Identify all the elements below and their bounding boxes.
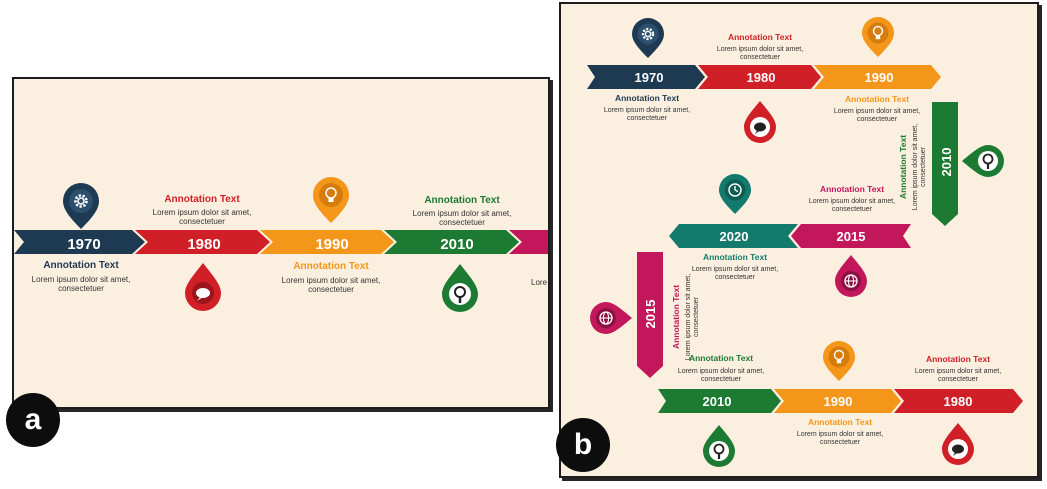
annotation-1970-line2: consectetuer — [58, 284, 104, 293]
b-annotation-1970-line2: consectetuer — [627, 115, 668, 122]
b-annotation-1990b-line1: Lorem ipsum dolor sit amet, — [797, 431, 883, 438]
b-annotation-2010v-line2: consectetuer — [920, 146, 927, 187]
b-year-1980: 1980 — [747, 70, 776, 85]
b-search-pin-right — [962, 145, 1004, 177]
search-pin — [442, 264, 478, 312]
b-arrow-2015-vertical — [637, 252, 663, 378]
b-clock-pin — [719, 174, 751, 214]
b-arrow-2020 — [669, 224, 798, 248]
annotation-2010-line2: consectetuer — [439, 218, 485, 227]
b-year-1990-bottom: 1990 — [824, 394, 853, 409]
b-year-1980-bottom: 1980 — [944, 394, 973, 409]
panel-b: 1970 1980 1990 Annotation Text Lorem ips… — [559, 2, 1039, 478]
panel-b-label: b — [556, 418, 610, 472]
b-globe-pin-left — [590, 302, 632, 334]
b-annotation-1990-line2: consectetuer — [857, 116, 898, 123]
arrow-next — [509, 230, 548, 254]
b-lightbulb-pin-bottom — [823, 341, 855, 381]
panel-a-label: a — [6, 393, 60, 447]
b-arrow-2010-vertical — [932, 102, 958, 226]
annotation-clipped: Lore — [531, 278, 548, 287]
annotation-2010-line1: Lorem ipsum dolor sit amet, — [413, 209, 512, 218]
annotation-1980-line2: consectetuer — [179, 217, 225, 226]
annotation-1990-line1: Lorem ipsum dolor sit amet, — [282, 276, 381, 285]
b-annotation-2015v-line2: consectetuer — [693, 296, 700, 337]
arrow-1970 — [14, 230, 145, 254]
timeline-a: 1970 1980 1990 2010 Annotation Text Lore… — [14, 177, 548, 312]
arrow-1990 — [260, 230, 394, 254]
annotation-1970-line1: Lorem ipsum dolor sit amet, — [32, 275, 131, 284]
b-gear-pin — [632, 18, 664, 58]
arrow-1980 — [135, 230, 270, 254]
b-annotation-2010b-line2: consectetuer — [701, 376, 742, 383]
b-search-pin-bottom — [703, 425, 735, 467]
annotation-1990-title: Annotation Text — [293, 261, 369, 272]
year-1990: 1990 — [315, 236, 348, 253]
annotation-1970-title: Annotation Text — [43, 260, 119, 271]
b-annotation-2010v-title: Annotation Text — [898, 135, 908, 199]
b-year-1970: 1970 — [635, 70, 664, 85]
b-arrow-2010-bottom — [658, 389, 781, 413]
annotation-1990-line2: consectetuer — [308, 285, 354, 294]
b-annotation-2020-line1: Lorem ipsum dolor sit amet, — [692, 266, 778, 273]
b-arrow-2015-middle — [791, 224, 911, 248]
b-globe-pin-middle — [835, 255, 867, 297]
b-annotation-1980-line1: Lorem ipsum dolor sit amet, — [717, 46, 803, 53]
b-annotation-2010-vertical: Annotation Text Lorem ipsum dolor sit am… — [898, 124, 927, 210]
arrow-2010 — [384, 230, 519, 254]
b-annotation-2010v-line1: Lorem ipsum dolor sit amet, — [912, 124, 919, 210]
b-annotation-1980b-line1: Lorem ipsum dolor sit amet, — [915, 368, 1001, 375]
b-annotation-1990-title: Annotation Text — [845, 94, 909, 104]
b-year-1990: 1990 — [865, 70, 894, 85]
b-annotation-1990b-line2: consectetuer — [820, 439, 861, 446]
b-annotation-2015-line2: consectetuer — [832, 206, 873, 213]
b-annotation-1970-title: Annotation Text — [615, 93, 679, 103]
b-arrow-1980-bottom — [894, 389, 1023, 413]
b-year-2020: 2020 — [720, 229, 749, 244]
b-arrow-1990 — [814, 65, 941, 89]
gear-pin — [63, 183, 99, 229]
b-year-2015-vertical: 2015 — [643, 300, 658, 329]
b-annotation-1980-title: Annotation Text — [728, 32, 792, 42]
b-chat-pin-top — [744, 101, 776, 143]
b-annotation-2015-title: Annotation Text — [820, 184, 884, 194]
b-annotation-2020-line2: consectetuer — [715, 274, 756, 281]
b-annotation-1980b-line2: consectetuer — [938, 376, 979, 383]
b-lightbulb-pin-top — [862, 17, 894, 57]
annotation-1980-title: Annotation Text — [164, 194, 240, 205]
b-annotation-2015v-title: Annotation Text — [671, 285, 681, 349]
b-arrow-1990-bottom — [774, 389, 901, 413]
b-annotation-2015-vertical: Annotation Text Lorem ipsum dolor sit am… — [671, 274, 700, 360]
b-annotation-1990b-title: Annotation Text — [808, 417, 872, 427]
annotation-1980-line1: Lorem ipsum dolor sit amet, — [153, 208, 252, 217]
b-annotation-2015-line1: Lorem ipsum dolor sit amet, — [809, 198, 895, 205]
b-arrow-1970 — [587, 65, 705, 89]
b-annotation-1970-line1: Lorem ipsum dolor sit amet, — [604, 107, 690, 114]
panel-a: 1970 1980 1990 2010 Annotation Text Lore… — [12, 77, 550, 409]
b-annotation-1990-line1: Lorem ipsum dolor sit amet, — [834, 108, 920, 115]
timeline-b: 1970 1980 1990 Annotation Text Lorem ips… — [587, 17, 1023, 467]
annotation-2010-title: Annotation Text — [424, 195, 500, 206]
b-annotation-1980-line2: consectetuer — [740, 54, 781, 61]
b-annotation-1980b-title: Annotation Text — [926, 354, 990, 364]
b-year-2010-vertical: 2010 — [939, 148, 954, 177]
b-year-2010-bottom: 2010 — [703, 394, 732, 409]
b-chat-pin-bottom — [942, 423, 974, 465]
b-annotation-2010b-title: Annotation Text — [689, 353, 753, 363]
chat-pin — [185, 263, 221, 311]
b-annotation-2020-title: Annotation Text — [703, 252, 767, 262]
b-year-2015-middle: 2015 — [837, 229, 866, 244]
b-annotation-2010b-line1: Lorem ipsum dolor sit amet, — [678, 368, 764, 375]
lightbulb-pin — [313, 177, 349, 223]
year-2010: 2010 — [440, 236, 473, 253]
year-1980: 1980 — [187, 236, 220, 253]
year-1970: 1970 — [67, 236, 100, 253]
b-annotation-2015v-line1: Lorem ipsum dolor sit amet, — [685, 274, 692, 360]
b-arrow-1980 — [698, 65, 821, 89]
